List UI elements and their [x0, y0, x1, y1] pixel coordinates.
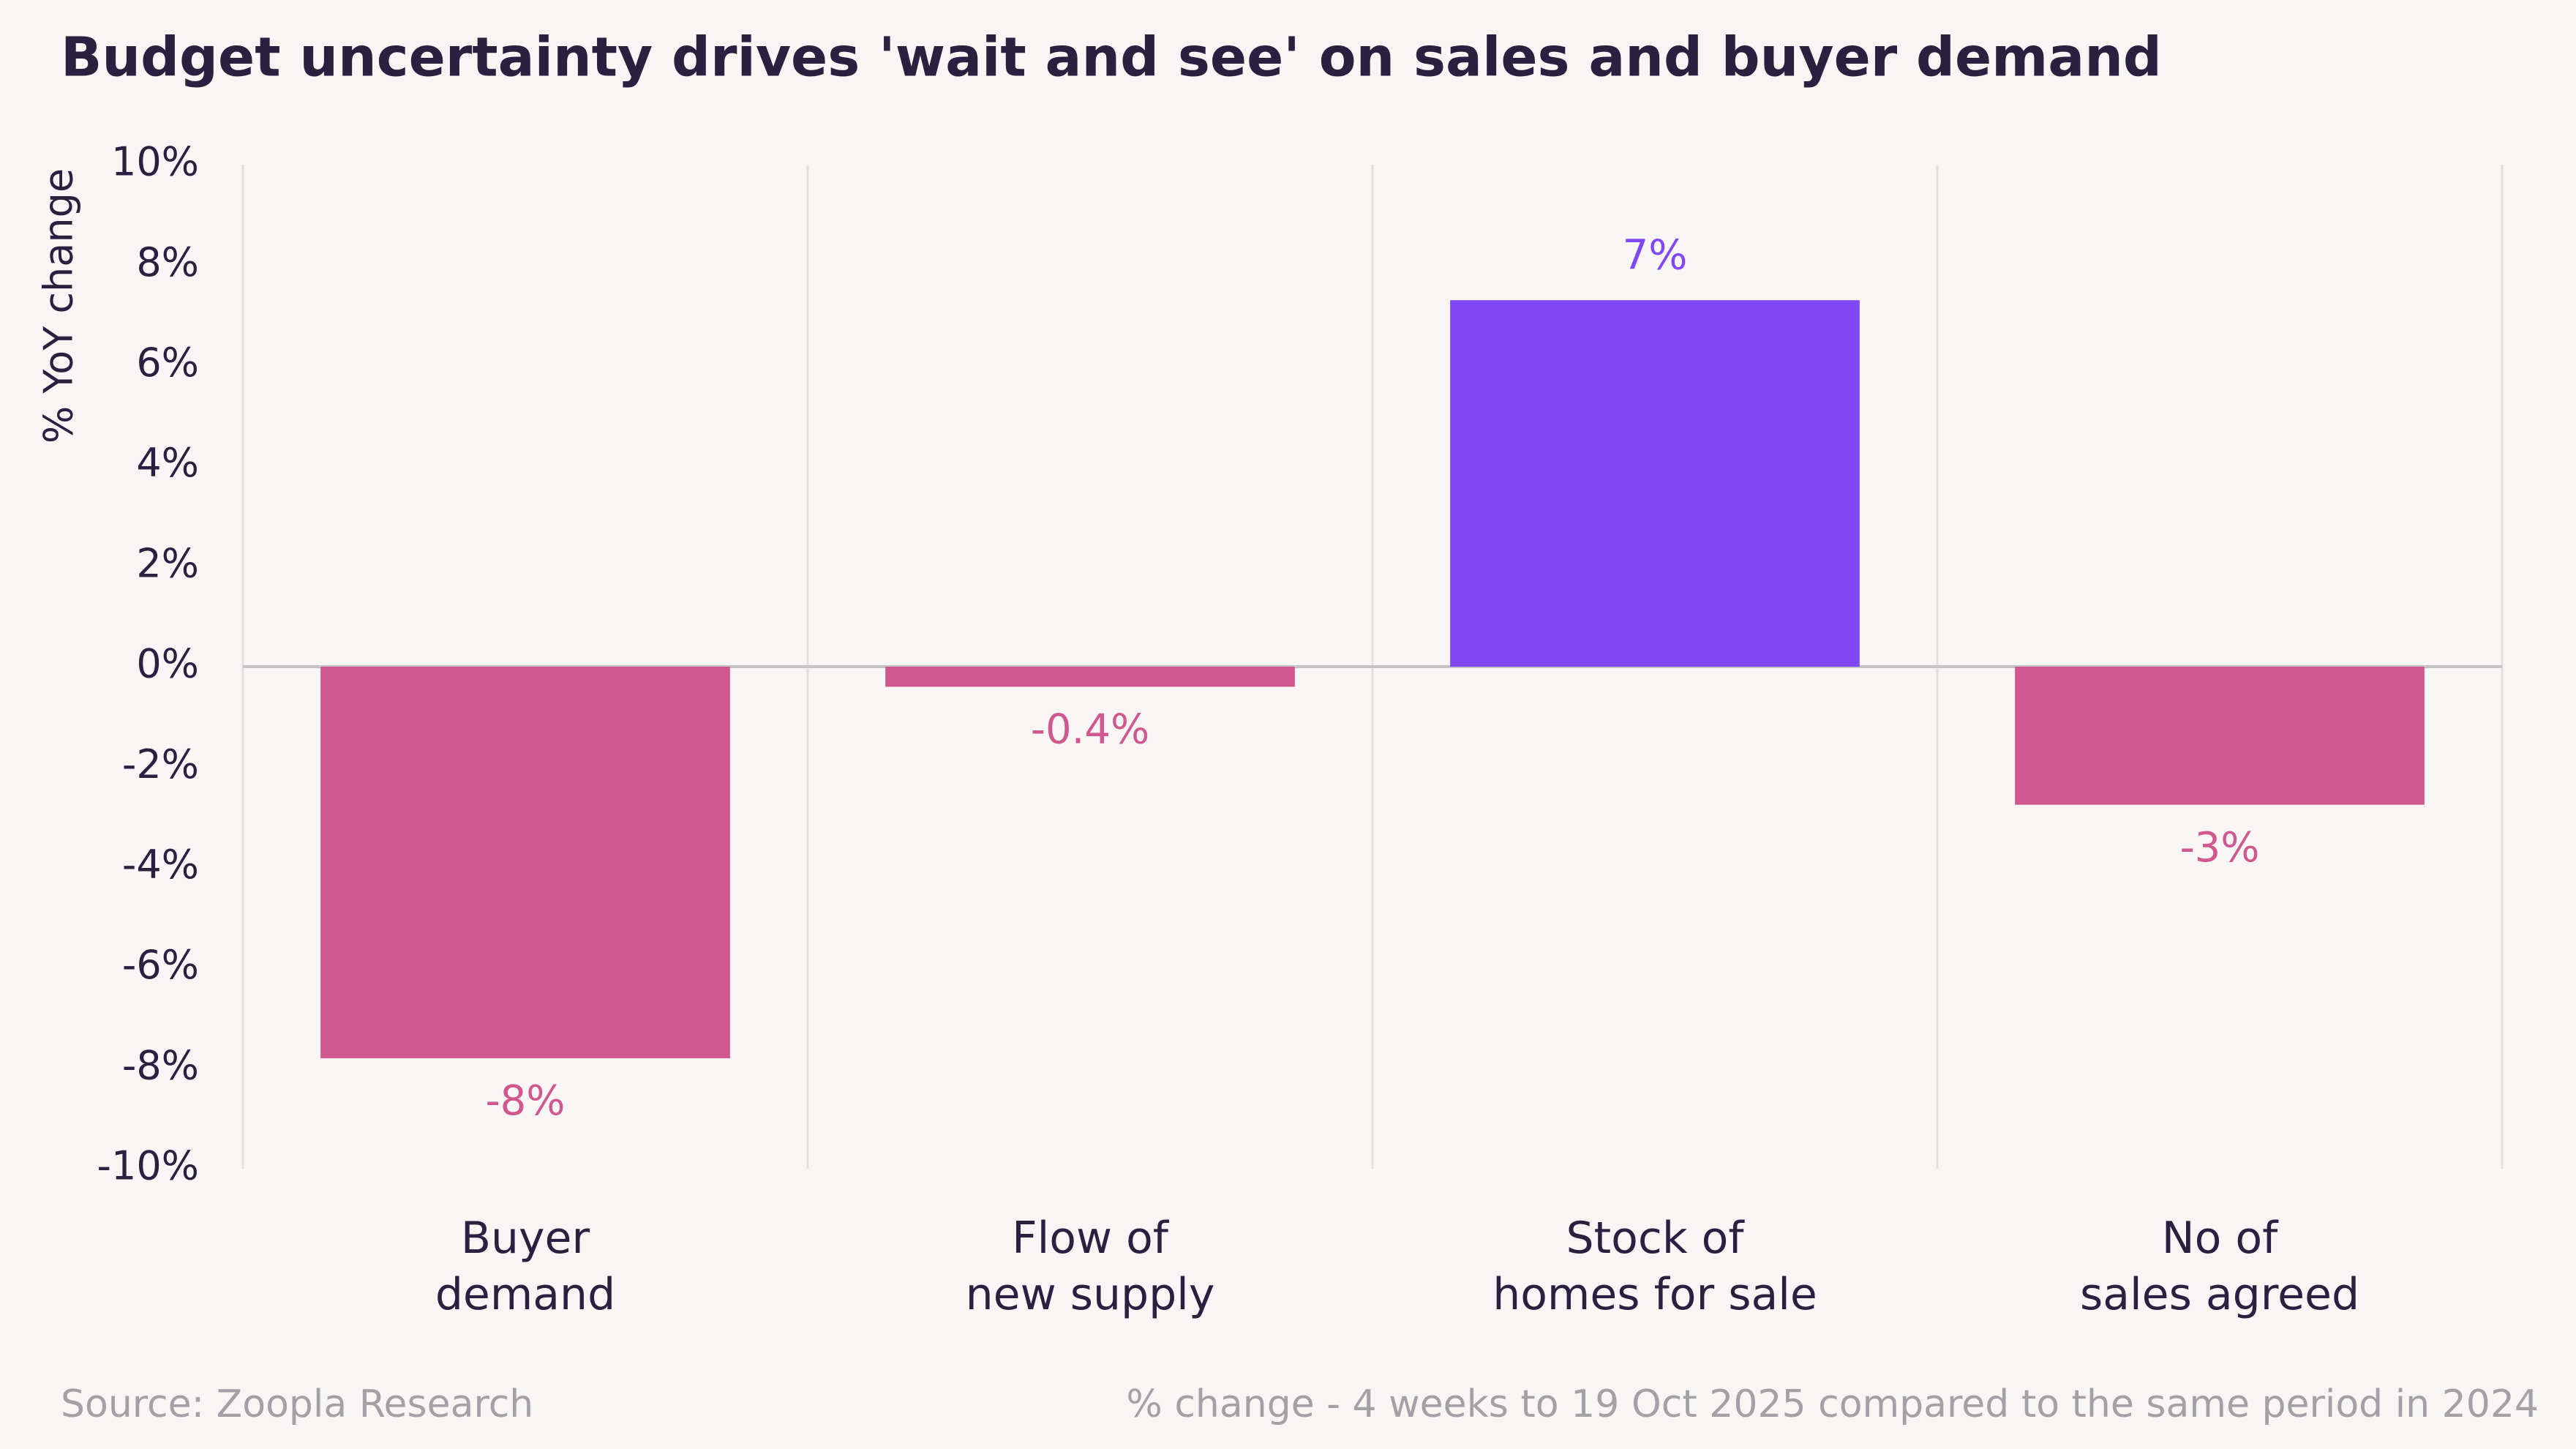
value-label: -3% — [2179, 824, 2259, 872]
x-tick-label: Buyer demand — [435, 1213, 615, 1320]
value-label: 7% — [1623, 231, 1688, 279]
y-tick-label: -6% — [122, 942, 199, 988]
y-tick-label: -10% — [97, 1143, 199, 1189]
chart-title: Budget uncertainty drives 'wait and see'… — [61, 26, 2162, 89]
y-tick-label: 6% — [136, 340, 199, 386]
y-tick-label: -8% — [122, 1042, 199, 1088]
y-tick-label: 8% — [136, 239, 199, 285]
x-tick-label: Stock of homes for sale — [1492, 1213, 1817, 1320]
y-tick-label: -2% — [122, 741, 199, 787]
bar — [885, 667, 1295, 687]
y-tick-label: 10% — [111, 139, 199, 185]
bar — [320, 667, 730, 1059]
bar — [1450, 300, 1860, 667]
source: Source: Zoopla Research — [61, 1382, 533, 1426]
y-axis-label: % YoY change — [36, 168, 82, 443]
y-tick-label: 0% — [136, 641, 199, 687]
value-label: -8% — [485, 1077, 565, 1125]
y-tick-label: 2% — [136, 540, 199, 586]
y-tick-label: 4% — [136, 440, 199, 486]
y-tick-label: -4% — [122, 842, 199, 888]
x-tick-label: No of sales agreed — [2080, 1213, 2359, 1320]
x-tick-label: Flow of new supply — [966, 1213, 1215, 1320]
bar — [2015, 667, 2425, 805]
note: % change - 4 weeks to 19 Oct 2025 compar… — [1126, 1382, 2539, 1426]
value-label: -0.4% — [1031, 706, 1149, 754]
